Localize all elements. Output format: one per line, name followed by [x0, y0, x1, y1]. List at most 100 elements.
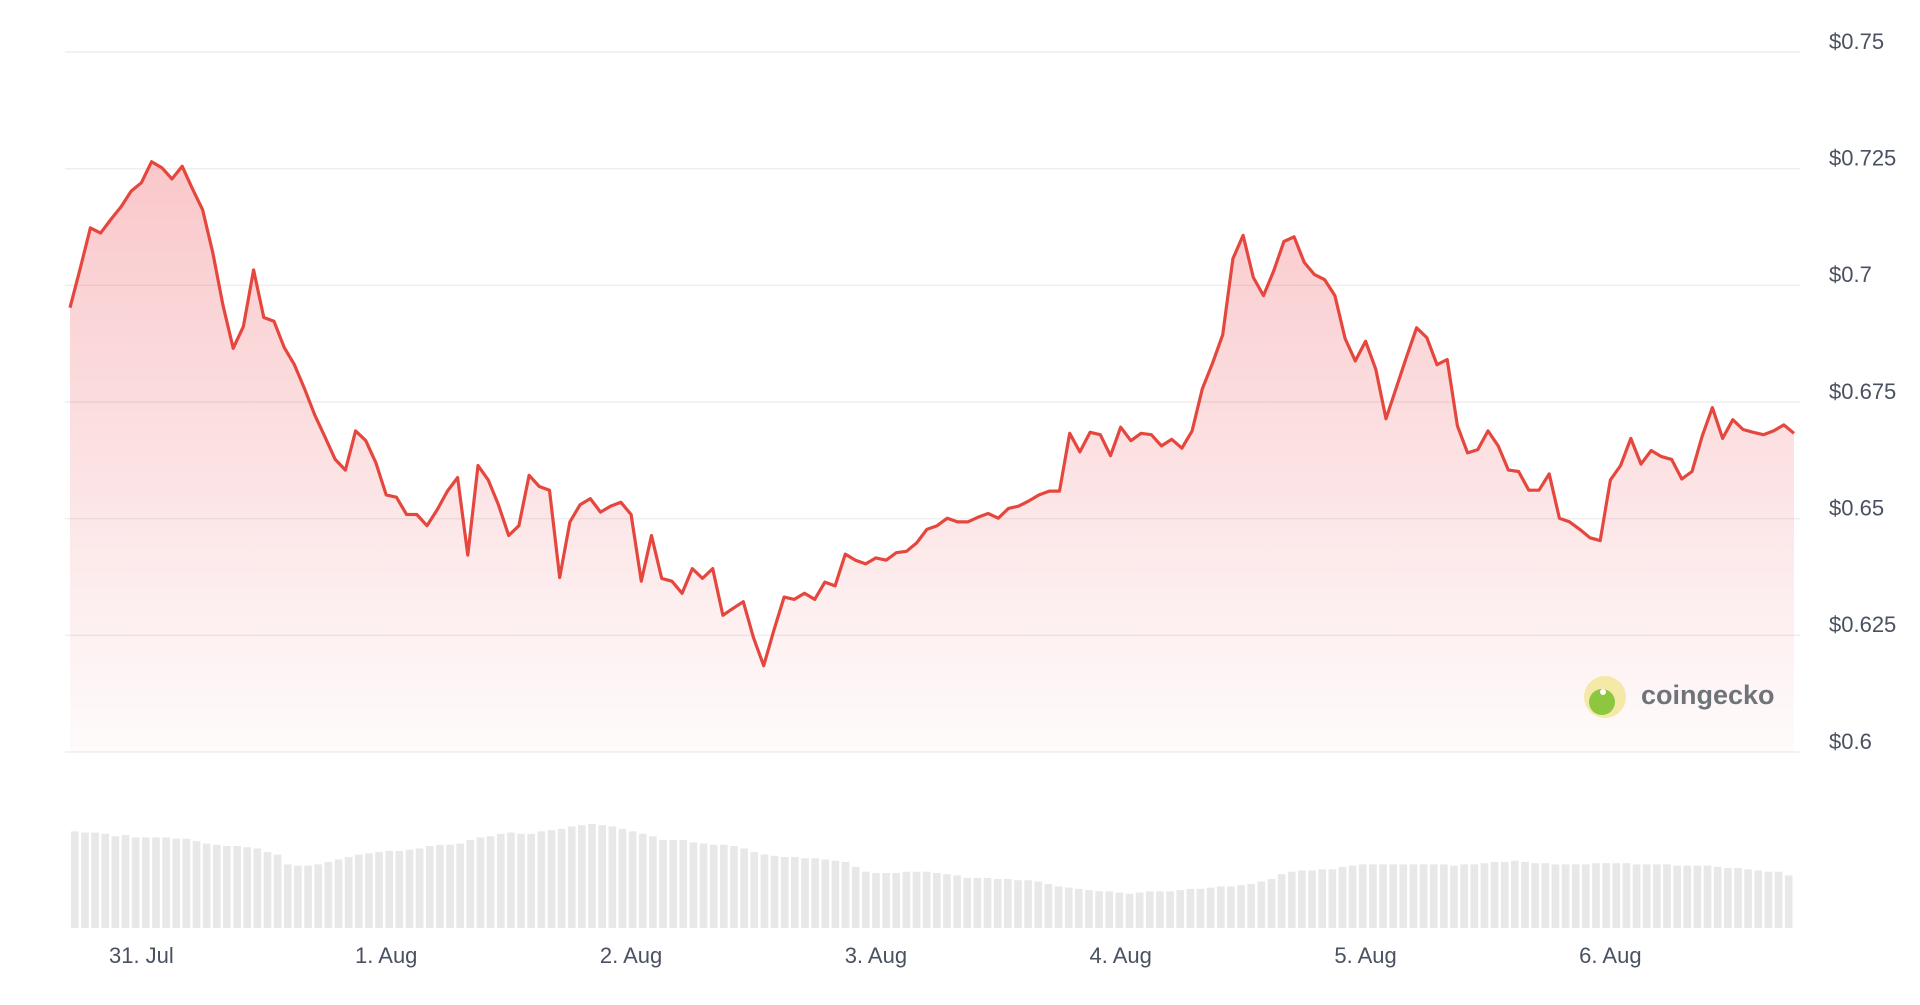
volume-bar	[791, 857, 799, 928]
volume-bar	[425, 846, 434, 928]
volume-bar	[1582, 864, 1590, 928]
volume-bar	[659, 839, 667, 928]
volume-bar	[1328, 869, 1337, 928]
price-line	[68, 160, 1796, 668]
volume-bar	[1703, 865, 1712, 928]
volume-bar	[385, 850, 394, 928]
volume-bar	[1176, 890, 1185, 928]
volume-bar	[182, 838, 191, 928]
volume-bar	[1511, 860, 1519, 928]
y-tick-label: $0.65	[1829, 495, 1884, 520]
volume-bar	[1774, 871, 1783, 928]
volume-bar	[1713, 866, 1722, 928]
volume-bar	[689, 842, 698, 928]
y-tick-label: $0.675	[1829, 379, 1896, 404]
volume-bar	[1531, 863, 1539, 928]
volume-bar	[91, 832, 99, 928]
volume-bar	[1490, 861, 1499, 928]
x-tick-label: 3. Aug	[845, 943, 907, 968]
volume-bar	[902, 871, 911, 928]
volume-bar	[801, 858, 809, 928]
volume-bar	[770, 855, 779, 928]
volume-bar	[1105, 891, 1114, 928]
volume-bar	[263, 852, 272, 928]
volume-bar	[872, 872, 880, 928]
volume-bar	[598, 825, 606, 928]
volume-bar	[649, 836, 657, 928]
volume-bar	[1500, 861, 1509, 928]
volume-bar	[730, 846, 738, 928]
volume-bar	[993, 879, 1002, 928]
volume-bar	[131, 837, 140, 928]
volume-bar	[1034, 881, 1043, 928]
volume-bar	[415, 848, 424, 928]
volume-bar	[557, 828, 566, 928]
volume-bar	[943, 874, 951, 928]
volume-bar	[507, 832, 515, 928]
volume-bar	[1095, 891, 1103, 928]
volume-bar	[983, 877, 992, 928]
volume-bar	[537, 831, 546, 928]
volume-bar	[81, 832, 89, 928]
volume-bar	[1003, 879, 1012, 928]
volume-bar	[1358, 864, 1367, 928]
volume-bar	[851, 866, 860, 928]
volume-bar	[1064, 887, 1073, 928]
volume-bar	[1308, 870, 1316, 928]
volume-bar	[912, 871, 921, 928]
volume-bar	[192, 841, 201, 928]
volume-bar	[1440, 864, 1448, 928]
volume-bar	[1561, 864, 1570, 928]
volume-bar	[446, 844, 454, 928]
volume-bar	[1764, 871, 1773, 928]
volume-bar	[1085, 890, 1093, 928]
volume-bar	[486, 836, 495, 928]
volume-bar	[679, 839, 688, 928]
volume-bar	[1014, 880, 1022, 928]
volume-bar	[253, 848, 262, 928]
volume-bar	[1470, 864, 1479, 928]
volume-bar	[933, 872, 941, 928]
volume-bar	[527, 833, 535, 928]
volume-bar	[476, 837, 485, 928]
y-tick-label: $0.6	[1829, 729, 1872, 754]
volume-bar	[1156, 891, 1164, 928]
volume-bar	[1521, 861, 1529, 928]
volume-bar	[1145, 891, 1154, 928]
volume-bar	[456, 843, 465, 928]
volume-bar	[963, 877, 972, 928]
volume-bar	[111, 836, 120, 928]
volume-bar	[709, 844, 718, 928]
volume-bar	[202, 843, 211, 928]
volume-bar	[740, 848, 748, 928]
volume-bar	[152, 837, 160, 928]
volume-bar	[1784, 875, 1793, 928]
x-tick-label: 5. Aug	[1334, 943, 1396, 968]
volume-bar	[1419, 864, 1428, 928]
volume-bar	[1216, 886, 1225, 928]
volume-bar	[1460, 864, 1468, 928]
volume-bar	[578, 825, 586, 928]
volume-bar	[1673, 865, 1681, 928]
volume-bar	[973, 877, 982, 928]
volume-bar	[517, 833, 525, 928]
volume-bar	[1338, 866, 1347, 928]
volume-bar	[1277, 874, 1286, 928]
volume-bar	[365, 853, 373, 928]
volume-bar	[821, 859, 830, 928]
volume-bar	[1754, 870, 1763, 928]
volume-bar	[1206, 887, 1215, 928]
volume-bar	[71, 831, 79, 928]
volume-bar	[1227, 886, 1235, 928]
volume-bar	[273, 854, 282, 928]
volume-bar	[1724, 868, 1732, 928]
volume-bar	[638, 833, 647, 928]
volume-bar	[882, 872, 890, 928]
volume-bar	[547, 830, 556, 928]
volume-bar	[1125, 893, 1134, 928]
volume-bar	[588, 824, 596, 928]
volume-bar	[354, 854, 363, 928]
volume-bar	[466, 839, 475, 928]
volume-bar	[405, 849, 414, 928]
